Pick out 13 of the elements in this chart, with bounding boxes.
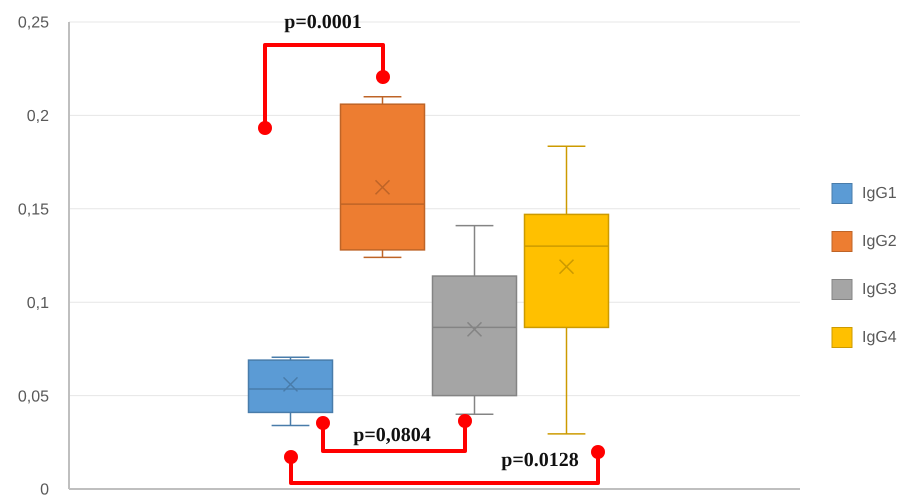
annotation: p=0,0804	[353, 424, 431, 446]
annotation: p=0.0001	[284, 11, 362, 33]
legend-label: IgG3	[862, 281, 897, 298]
legend-label: IgG4	[862, 329, 897, 346]
y-tick-label: 0,15	[18, 201, 50, 218]
y-tick-label: 0,1	[26, 294, 50, 312]
y-tick-label: 0,25	[18, 14, 50, 32]
legend-label: IgG1	[862, 185, 897, 202]
annotation: p=0.0128	[501, 449, 579, 471]
y-tick-label: 0,2	[26, 108, 50, 126]
y-tick-label: 0	[40, 482, 50, 498]
y-tick-label: 0,05	[18, 388, 50, 406]
legend-label: IgG2	[862, 233, 897, 250]
